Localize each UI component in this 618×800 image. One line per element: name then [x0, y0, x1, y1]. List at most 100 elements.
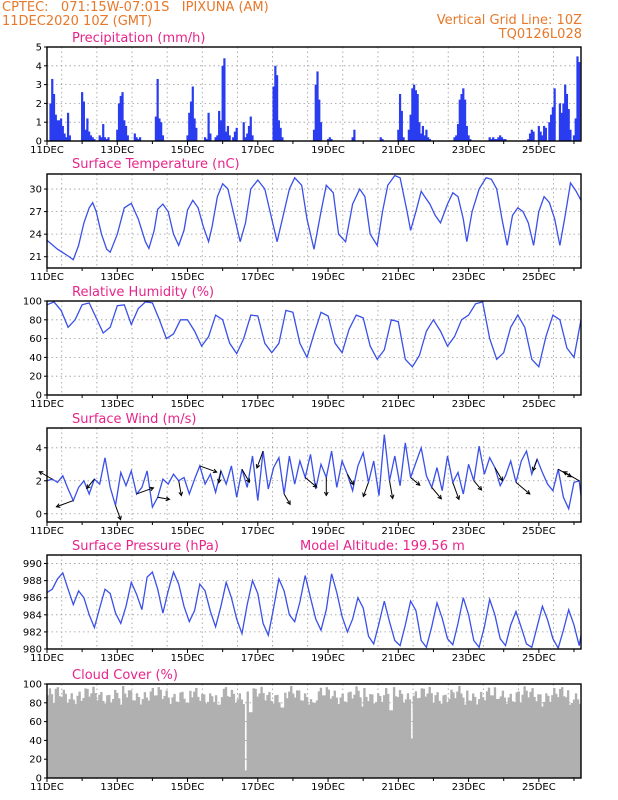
- x-tick-label: 23DEC: [452, 399, 486, 410]
- precip-bar: [61, 125, 64, 141]
- cloud-bar: [159, 689, 162, 778]
- cloud-bar: [564, 697, 568, 778]
- precip-bar: [537, 125, 540, 141]
- precip-bar: [124, 125, 128, 141]
- x-tick-label: 19DEC: [311, 145, 345, 156]
- x-tick-label: 15DEC: [171, 272, 205, 283]
- cloud-bar: [112, 699, 115, 778]
- cloud-bar: [568, 704, 572, 778]
- precip-bar: [126, 135, 129, 141]
- cloud-bar: [373, 703, 376, 778]
- cloud-bar: [481, 697, 485, 778]
- cloud-bar: [214, 695, 218, 778]
- cloud-bar: [268, 692, 271, 778]
- cloud-bar: [127, 690, 131, 778]
- cloud-bar: [323, 695, 327, 778]
- wind-arrow: [410, 477, 421, 486]
- cloud-bar: [325, 687, 329, 778]
- cloud-bar: [420, 688, 423, 778]
- cloud-bar: [119, 704, 123, 778]
- precip-bar: [193, 118, 196, 141]
- panel-title: Cloud Cover (%): [72, 668, 178, 683]
- precip-bar: [116, 129, 119, 141]
- cloud-bar: [131, 700, 135, 778]
- y-tick-label: 4: [36, 443, 42, 454]
- wind-arrow-head: [455, 495, 461, 501]
- wind-arrow-head: [245, 478, 251, 484]
- cloud-bar: [543, 701, 546, 778]
- cloud-bar: [450, 689, 453, 778]
- cloud-bar: [367, 701, 370, 778]
- precip-bar: [54, 114, 57, 141]
- precip-bar: [381, 139, 384, 141]
- cloud-bar: [149, 691, 153, 778]
- cloud-bar: [185, 702, 188, 778]
- cloud-bar: [570, 702, 574, 778]
- cloud-bar: [527, 697, 530, 778]
- precip-bar: [88, 131, 91, 141]
- cloud-bar: [337, 703, 340, 778]
- cloud-bar: [454, 698, 457, 778]
- cloud-bar: [210, 696, 214, 778]
- cloud-bar: [472, 693, 475, 778]
- cloud-bar: [240, 699, 243, 778]
- precip-bar: [414, 90, 417, 141]
- precip-bar: [137, 139, 140, 141]
- cloud-bar: [446, 702, 449, 778]
- cloud-bar: [250, 712, 253, 778]
- panel-temp: 21 24 27 30 11DEC 13DEC 15DEC 17DEC 19DEC 21DEC 23…: [29, 157, 582, 283]
- precip-bar: [565, 94, 569, 141]
- wind-arrow-head: [562, 471, 568, 476]
- pres-series-line: [46, 570, 582, 650]
- wind-arrow: [452, 482, 460, 500]
- precip-bar: [409, 114, 412, 141]
- cloud-bar: [121, 686, 125, 778]
- cloud-bar: [470, 700, 473, 778]
- precip-bar: [191, 86, 194, 141]
- cloud-bar: [244, 770, 247, 778]
- cloud-bar: [545, 693, 548, 778]
- y-tick-label: 21: [29, 252, 42, 263]
- precip-bar: [52, 94, 56, 141]
- cloud-bar: [329, 698, 332, 778]
- wind-arrow-head: [349, 480, 354, 486]
- precip-bar: [397, 129, 400, 141]
- precip-bar: [351, 137, 354, 141]
- precip-bar: [223, 58, 226, 141]
- precip-bar: [528, 133, 532, 141]
- precip-bar: [218, 110, 221, 141]
- cloud-bar: [475, 704, 479, 778]
- precip-bar: [226, 125, 230, 141]
- precip-bar: [86, 118, 89, 141]
- cloud-bar: [349, 691, 352, 778]
- x-tick-label: 15DEC: [171, 782, 205, 793]
- cloud-bar: [290, 685, 293, 778]
- header-line2-right: TQ0126L028: [498, 27, 582, 42]
- cloud-bar: [501, 690, 505, 778]
- cloud-bar: [460, 693, 463, 778]
- cloud-bar: [94, 693, 97, 778]
- cloud-bar: [442, 695, 445, 778]
- cloud-bar: [276, 694, 279, 778]
- precip-bar: [100, 137, 103, 141]
- cloud-bar: [566, 690, 570, 778]
- cloud-bar: [195, 687, 198, 778]
- cloud-bar: [224, 687, 228, 778]
- precip-bar: [330, 139, 333, 141]
- cloud-bar: [139, 704, 143, 778]
- precip-bar: [398, 94, 402, 141]
- y-tick-label: 0: [36, 391, 42, 402]
- wind-arrow: [362, 482, 369, 497]
- cloud-bar: [296, 690, 299, 778]
- cloud-bar: [559, 688, 562, 778]
- cloud-bar: [505, 704, 509, 778]
- cloud-bar: [578, 703, 582, 778]
- cloud-bar: [66, 702, 69, 778]
- precip-bar: [407, 129, 410, 141]
- precip-bar: [413, 84, 416, 141]
- precip-bar: [89, 135, 93, 141]
- cloud-bar: [106, 695, 109, 778]
- wind-arrow-head: [477, 485, 483, 491]
- cloud-bar: [495, 699, 499, 778]
- cloud-bar: [408, 699, 412, 778]
